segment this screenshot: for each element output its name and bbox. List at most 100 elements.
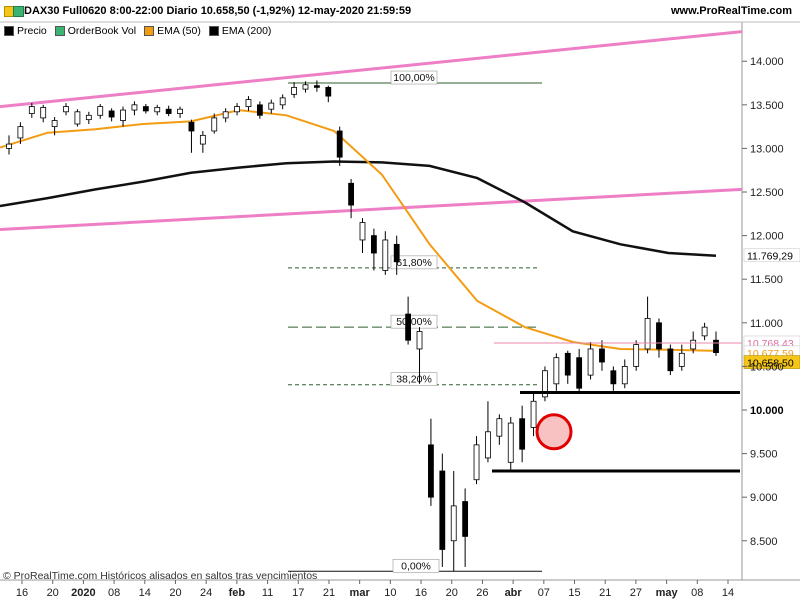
candle-body: [439, 470, 446, 550]
legend-item-ema-200[interactable]: EMA (200): [207, 23, 274, 38]
y-tick-label: 9.500: [750, 449, 778, 461]
candle-body: [302, 84, 309, 90]
x-tick-label: 08: [108, 587, 120, 599]
x-tick-label: 17: [292, 587, 304, 599]
candle-body: [120, 109, 126, 121]
candle-body: [6, 143, 12, 149]
candle-body: [199, 134, 206, 145]
legend-item-price[interactable]: Precio: [2, 23, 49, 38]
candle-body: [416, 331, 423, 350]
candle-body: [51, 120, 58, 128]
x-tick-label: 07: [538, 587, 550, 599]
candle-body: [131, 104, 138, 111]
candle-body: [405, 313, 412, 341]
candle-body: [142, 106, 149, 112]
candle-body: [667, 348, 674, 372]
y-tick-label: 11.500: [750, 274, 783, 286]
candle-body: [576, 357, 583, 389]
orderbook-vol-swatch: [54, 25, 65, 36]
candle-body: [610, 370, 617, 385]
x-tick-label: may: [656, 587, 679, 599]
candle-body: [542, 370, 548, 398]
candle-body: [313, 85, 320, 88]
x-tick-label: 20: [169, 587, 181, 599]
candle-body: [17, 126, 24, 139]
candle-body: [496, 418, 503, 437]
y-tick-label: 12.000: [750, 231, 784, 243]
fib-label-box: [390, 372, 438, 387]
x-tick-label: feb: [229, 587, 246, 599]
candle-body: [188, 121, 195, 132]
candle-body: [63, 106, 69, 113]
site-label[interactable]: www.ProRealTime.com: [670, 5, 792, 17]
x-tick-label: 14: [722, 587, 734, 599]
candle-body: [211, 117, 218, 132]
candle-body: [177, 108, 183, 114]
candle-body: [291, 86, 297, 95]
x-tick-label: 24: [200, 587, 212, 599]
candle-body: [599, 348, 605, 363]
candle-body: [690, 339, 697, 350]
candle-body: [713, 339, 719, 354]
candle-body: [256, 104, 263, 116]
candle-body: [348, 182, 354, 206]
candle-body: [371, 235, 377, 254]
y-tick-label: 14.000: [750, 56, 784, 68]
x-tick-label: 26: [476, 587, 488, 599]
y-tick-label: 9.000: [750, 492, 778, 504]
price-swatch: [4, 25, 14, 36]
x-tick-label: 16: [415, 587, 427, 599]
candle-body: [678, 352, 685, 367]
x-tick-label: mar: [350, 587, 371, 599]
x-tick-label: 16: [16, 587, 28, 599]
y-tick-label: 10.500: [750, 361, 784, 373]
candle-body: [393, 243, 400, 263]
y-tick-label: 13.500: [750, 100, 784, 112]
legend-item-orderbook-vol[interactable]: OrderBook Vol: [53, 23, 138, 38]
ema-50-swatch: [144, 25, 155, 36]
x-tick-label: 27: [630, 587, 642, 599]
candle-body: [564, 352, 571, 376]
ema-200-swatch: [208, 25, 219, 36]
candle-body: [40, 107, 47, 119]
candle-body: [701, 326, 708, 337]
candle-body: [28, 106, 35, 114]
channel-line: [0, 30, 743, 109]
candle-body: [325, 86, 332, 97]
fib-level-label: 50,00%: [396, 316, 432, 328]
fib-label-box: [390, 314, 438, 329]
candle-body: [644, 318, 651, 350]
candle-body: [268, 102, 275, 110]
candle-body: [382, 239, 389, 271]
legend-item-ema-50[interactable]: EMA (50): [142, 23, 203, 38]
candle-body: [85, 114, 92, 121]
y-tick-label: 10.000: [750, 405, 784, 417]
x-tick-label: 14: [139, 587, 151, 599]
plot-area: [0, 22, 742, 580]
candle-body: [462, 501, 469, 537]
candle-body: [507, 422, 514, 463]
price-label: 11.769,29: [747, 251, 793, 263]
candle-body: [234, 106, 240, 113]
x-tick-label: 21: [599, 587, 611, 599]
fib-level-label: 0,00%: [401, 560, 431, 572]
ema-200-line: [0, 160, 717, 257]
fib-level-label: 38,20%: [396, 374, 432, 386]
x-tick-label: abr: [505, 587, 523, 599]
x-tick-label: 10: [384, 587, 396, 599]
instrument-icon[interactable]: [13, 6, 24, 17]
candle-body: [165, 108, 172, 114]
chart-title: DAX30 Full0620 8:00-22:00 Diario 10.658,…: [24, 5, 412, 17]
candle-body: [553, 357, 560, 385]
x-tick-label: 20: [446, 587, 458, 599]
fib-level-label: 100,00%: [393, 72, 434, 84]
candle-body: [530, 400, 537, 428]
candle-body: [485, 431, 491, 459]
fib-label-box: [390, 70, 438, 85]
candle-body: [428, 444, 434, 498]
y-tick-label: 13.000: [750, 143, 784, 155]
candle-body: [108, 110, 115, 118]
candle-body: [633, 344, 640, 367]
x-tick-label: 20: [47, 587, 59, 599]
